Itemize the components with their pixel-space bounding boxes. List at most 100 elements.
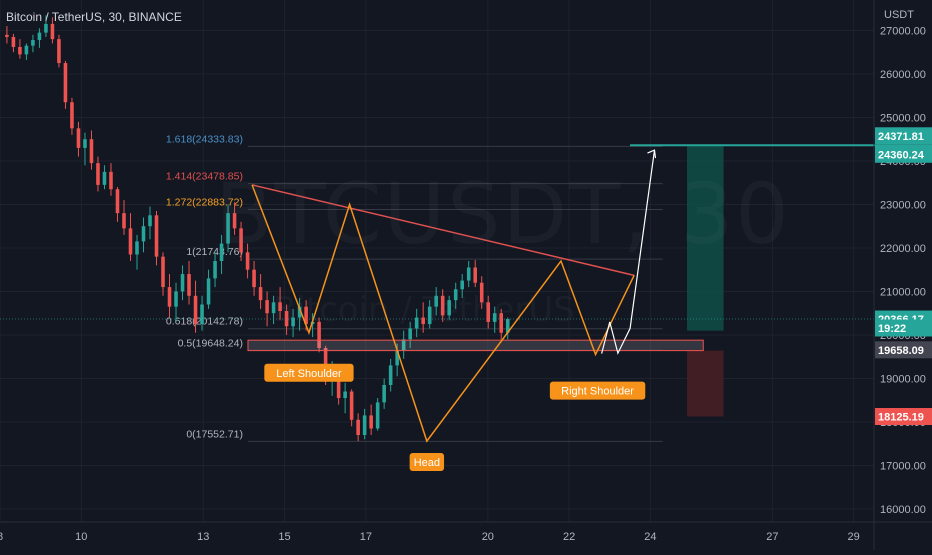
candle-body[interactable]: [174, 291, 178, 307]
candle-body[interactable]: [57, 39, 61, 64]
candle-body[interactable]: [239, 228, 243, 253]
candle-body[interactable]: [135, 241, 139, 255]
candle-body[interactable]: [219, 243, 224, 261]
candle-body[interactable]: [421, 317, 425, 325]
candle-body[interactable]: [232, 213, 237, 229]
candle-body[interactable]: [356, 419, 360, 435]
candle-body[interactable]: [89, 139, 94, 164]
candle-body[interactable]: [200, 304, 204, 325]
candle-body[interactable]: [304, 306, 308, 325]
price-badge: [875, 127, 932, 145]
candle-body[interactable]: [37, 32, 42, 41]
candle-body[interactable]: [317, 321, 321, 348]
candle-body[interactable]: [128, 228, 133, 255]
candle-body[interactable]: [336, 367, 341, 399]
candle-body[interactable]: [44, 23, 48, 33]
candle-body[interactable]: [447, 300, 451, 316]
candle-body[interactable]: [466, 267, 471, 281]
chart-title: Bitcoin / TetherUS, 30, BINANCE: [6, 10, 182, 24]
candle-body[interactable]: [102, 171, 107, 185]
candle-body[interactable]: [83, 139, 87, 148]
time-tick-label: 24: [644, 531, 656, 543]
candle-body[interactable]: [291, 317, 295, 327]
candle-body[interactable]: [11, 36, 16, 47]
price-tick-label: 17000.00: [880, 460, 926, 472]
head-shoulders-pattern[interactable]: [251, 184, 635, 443]
candle-body[interactable]: [362, 415, 367, 435]
candle-body[interactable]: [460, 280, 464, 290]
price-tick-label: 22000.00: [880, 243, 926, 255]
candle-body[interactable]: [76, 128, 81, 148]
price-badge: [875, 319, 932, 337]
candle-body[interactable]: [96, 163, 100, 185]
price-tick-label: 16000.00: [880, 504, 926, 516]
candle-body[interactable]: [382, 384, 386, 403]
candle-body[interactable]: [388, 365, 393, 385]
candle-body[interactable]: [258, 287, 263, 301]
time-tick-label: 13: [197, 531, 209, 543]
pattern-label-badge: [549, 381, 646, 400]
candle-body[interactable]: [70, 102, 74, 129]
candle-body[interactable]: [427, 306, 432, 325]
candle-body[interactable]: [265, 300, 269, 314]
candle-body[interactable]: [375, 402, 380, 429]
candle-body[interactable]: [187, 274, 191, 296]
candle-body[interactable]: [193, 295, 198, 325]
projection-path[interactable]: [601, 149, 656, 355]
candle-body[interactable]: [492, 313, 497, 322]
candle-body[interactable]: [252, 269, 256, 288]
candle-body[interactable]: [245, 252, 250, 270]
candle-body[interactable]: [369, 415, 373, 429]
candle-body[interactable]: [453, 289, 458, 301]
candle-body[interactable]: [440, 295, 445, 316]
candle-body[interactable]: [479, 282, 484, 303]
candle-body[interactable]: [395, 350, 399, 366]
candle-body[interactable]: [499, 313, 504, 333]
candle-body[interactable]: [18, 46, 22, 55]
candle-body[interactable]: [343, 391, 347, 399]
candle-body[interactable]: [408, 328, 412, 340]
time-tick-label: 27: [766, 531, 778, 543]
candle-body[interactable]: [161, 256, 165, 288]
candle-body[interactable]: [213, 261, 217, 279]
candle-body[interactable]: [414, 317, 419, 329]
stop-zone[interactable]: [687, 350, 724, 417]
symbol-watermark: BTCUSDT, 30: [215, 165, 791, 263]
target-zone[interactable]: [687, 145, 724, 331]
projection-arrow-icon: [647, 149, 657, 159]
candle-body[interactable]: [141, 226, 146, 242]
candle-body[interactable]: [122, 213, 126, 229]
price-badge: [875, 341, 932, 359]
candle-body[interactable]: [323, 348, 328, 379]
neckline-zone[interactable]: [247, 339, 704, 352]
candle-body[interactable]: [206, 278, 211, 305]
candle-body[interactable]: [180, 274, 185, 292]
price-badge-label: 24360.24: [878, 149, 925, 161]
candle-body[interactable]: [148, 215, 152, 227]
candle-body[interactable]: [401, 339, 406, 351]
candle-body[interactable]: [50, 23, 55, 40]
candle-body[interactable]: [109, 171, 113, 190]
candle-body[interactable]: [63, 63, 68, 103]
candle-body[interactable]: [24, 45, 29, 55]
candle-body[interactable]: [434, 295, 438, 307]
candle-body[interactable]: [486, 302, 491, 322]
candle-body[interactable]: [167, 287, 172, 307]
candle-body[interactable]: [284, 311, 289, 327]
candle-body[interactable]: [115, 189, 120, 214]
candle-body[interactable]: [154, 215, 159, 257]
price-tick-label: 26000.00: [880, 69, 926, 81]
candle-body[interactable]: [278, 302, 282, 312]
candle-body[interactable]: [473, 267, 478, 283]
candle-body[interactable]: [271, 302, 276, 314]
candle-body[interactable]: [505, 319, 510, 333]
candle-body[interactable]: [349, 391, 354, 420]
candle-body[interactable]: [297, 306, 302, 318]
resistance-trendline[interactable]: [251, 184, 635, 277]
candle-body[interactable]: [31, 40, 35, 46]
candle-body[interactable]: [5, 34, 9, 37]
pattern-label-badge: [264, 363, 354, 382]
candle-body[interactable]: [226, 213, 230, 244]
